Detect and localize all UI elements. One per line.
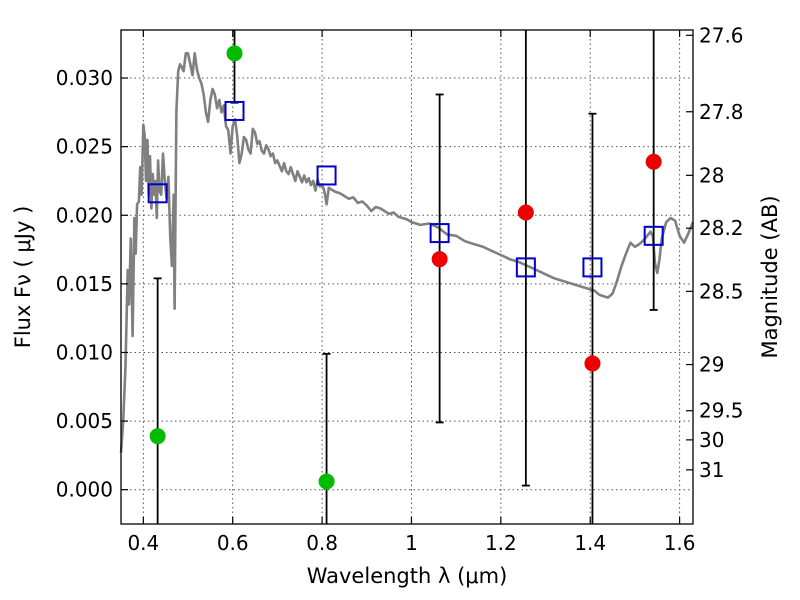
y2-tick-label: 29 xyxy=(699,353,724,377)
box-marker xyxy=(429,223,450,244)
y-axis-title: Flux Fν ( μJy ) xyxy=(11,206,35,349)
green-point xyxy=(226,45,243,62)
y2-tick-label: 27.8 xyxy=(699,100,744,124)
y-tick-label: 0.010 xyxy=(56,340,113,364)
green-point xyxy=(318,473,335,490)
red-point xyxy=(645,153,662,170)
x-tick-label: 1.2 xyxy=(485,531,517,555)
y2-tick-label: 28 xyxy=(699,163,724,187)
plot-frame xyxy=(120,29,694,525)
x-tick-label: 1.6 xyxy=(664,531,696,555)
x-tick-label: 1 xyxy=(405,531,418,555)
x-tick-label: 0.8 xyxy=(306,531,338,555)
circle-markers xyxy=(149,45,662,490)
box-marker xyxy=(515,257,536,278)
box-marker xyxy=(643,225,664,246)
x-tick-label: 0.4 xyxy=(127,531,159,555)
y2-tick-label: 30 xyxy=(699,428,724,452)
box-marker xyxy=(582,257,603,278)
y-tick-label: 0.015 xyxy=(56,272,113,296)
x-tick-label: 1.4 xyxy=(574,531,606,555)
x-axis-title: Wavelength λ (μm) xyxy=(307,564,508,588)
green-point xyxy=(149,428,166,445)
y2-tick-label: 27.6 xyxy=(699,23,744,47)
box-markers xyxy=(147,100,664,278)
y-tick-label: 0.000 xyxy=(56,478,113,502)
y-tick-label: 0.030 xyxy=(56,66,113,90)
red-point xyxy=(517,204,534,221)
error-bars xyxy=(153,30,658,524)
red-point xyxy=(584,355,601,372)
y2-tick-label: 28.2 xyxy=(699,216,744,240)
box-marker xyxy=(147,183,168,204)
box-marker xyxy=(316,165,337,186)
box-marker xyxy=(224,100,245,121)
plot-background xyxy=(121,30,693,524)
y2-tick-label: 31 xyxy=(699,458,724,482)
y2-axis: 27.6 27.8 28 28.2 28.5 29 29.5 30 31 xyxy=(686,23,744,482)
y-axis: 0.000 0.005 0.010 0.015 0.020 0.025 0.030 xyxy=(56,66,128,502)
red-point xyxy=(431,251,448,268)
grid-lines xyxy=(121,30,693,524)
y2-tick-label: 29.5 xyxy=(699,399,744,423)
x-axis: 0.4 0.6 0.8 1 1.2 1.4 1.6 xyxy=(127,30,696,555)
y2-tick-label: 28.5 xyxy=(699,279,744,303)
y2-axis-title: Magnitude (AB) xyxy=(758,195,782,358)
y-tick-label: 0.020 xyxy=(56,203,113,227)
x-tick-label: 0.6 xyxy=(217,531,249,555)
y-tick-label: 0.005 xyxy=(56,409,113,433)
y-tick-label: 0.025 xyxy=(56,135,113,159)
